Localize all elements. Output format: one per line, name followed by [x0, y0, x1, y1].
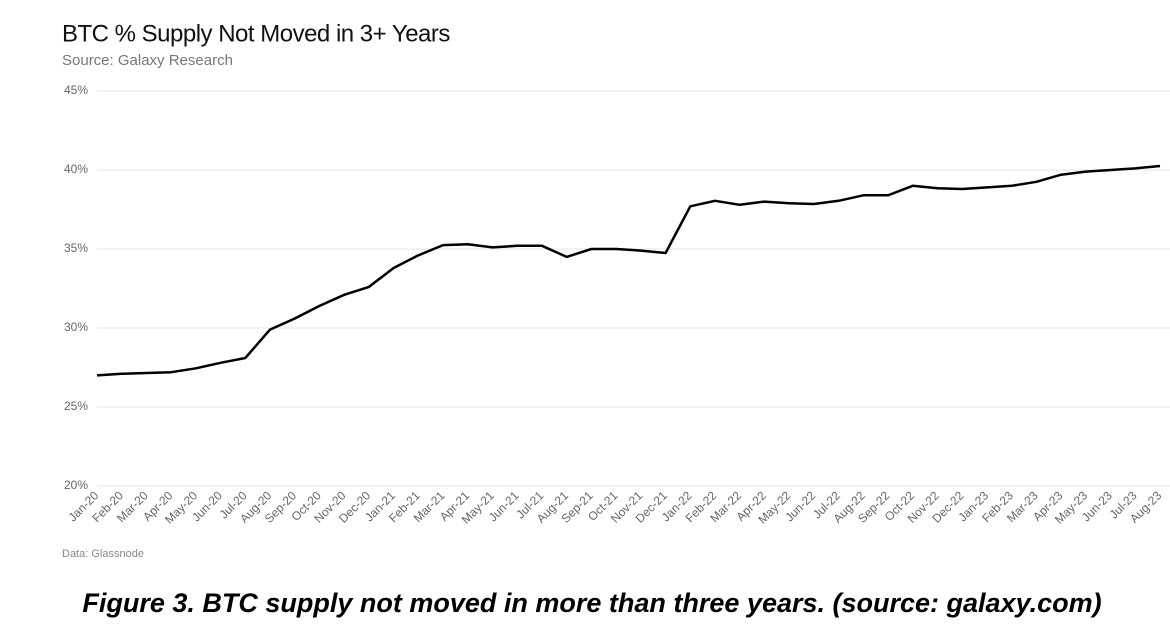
- y-tick-label: 30%: [64, 320, 88, 334]
- y-tick-label: 20%: [64, 478, 88, 492]
- figure-caption: Figure 3. BTC supply not moved in more t…: [82, 588, 1101, 618]
- chart-title: BTC % Supply Not Moved in 3+ Years: [62, 20, 450, 47]
- y-tick-label: 45%: [64, 83, 88, 97]
- source-note: Data: Glassnode: [62, 548, 144, 560]
- y-tick-label: 35%: [64, 241, 88, 255]
- chart-subtitle: Source: Galaxy Research: [62, 52, 233, 69]
- series-line: [96, 164, 1161, 377]
- y-tick-label: 25%: [64, 399, 88, 413]
- y-tick-label: 40%: [64, 162, 88, 176]
